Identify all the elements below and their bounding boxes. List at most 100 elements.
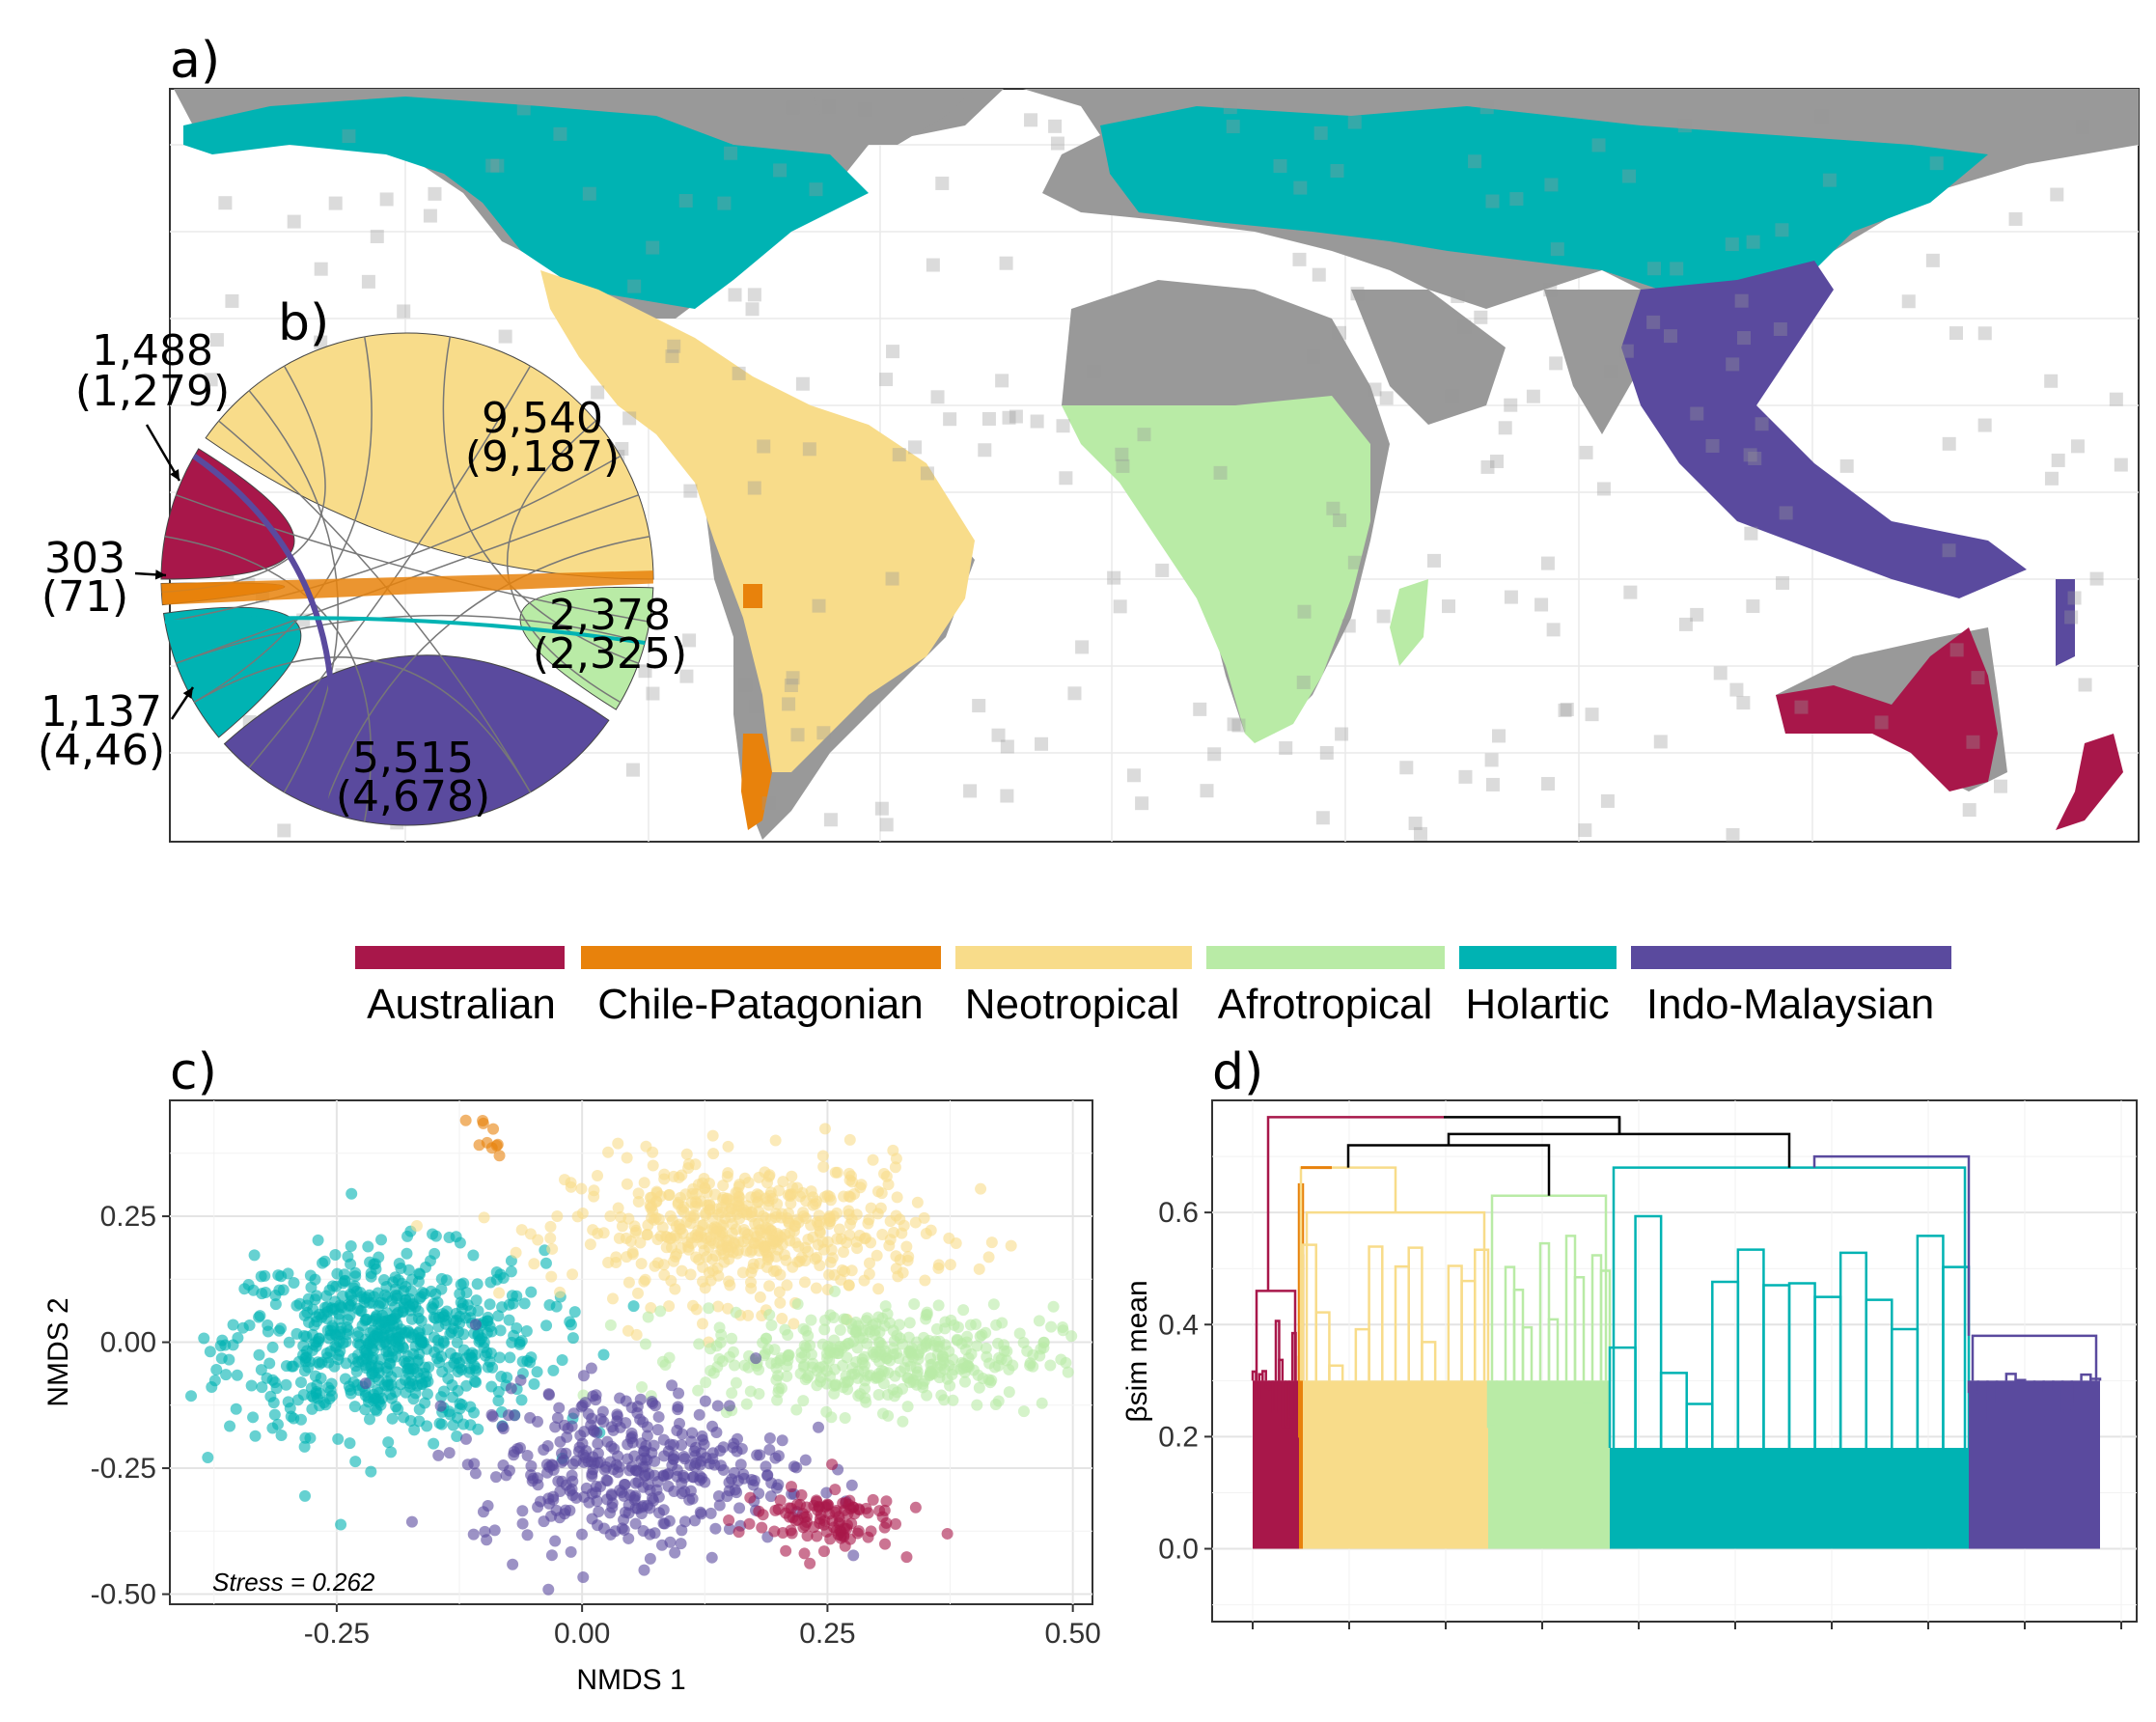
point-holartic (345, 1239, 357, 1252)
point-holartic (481, 1326, 493, 1339)
point-neotropical (710, 1222, 723, 1235)
point-neotropical (639, 1273, 651, 1286)
map-cell (761, 796, 776, 811)
point-holartic (318, 1397, 330, 1409)
map-cell (665, 349, 679, 364)
point-neotropical (741, 1200, 754, 1212)
point-indo-malaysian (507, 1558, 519, 1570)
point-indo-malaysian (561, 1430, 573, 1443)
point-holartic (492, 1310, 505, 1322)
map-cell (1962, 803, 1976, 818)
point-indo-malaysian (567, 1489, 579, 1502)
map-cell (1549, 356, 1563, 371)
point-afrotropical (711, 1361, 724, 1374)
point-holartic (312, 1356, 324, 1369)
point-neotropical (493, 1287, 506, 1299)
point-afrotropical (726, 1387, 738, 1400)
map-cell (1874, 715, 1889, 730)
chord-total-neotropical: 9,540 (482, 394, 603, 443)
point-indo-malaysian (459, 1432, 472, 1445)
point-neotropical (788, 1318, 800, 1330)
point-neotropical (919, 1274, 931, 1287)
map-cell (1059, 471, 1073, 486)
point-holartic (515, 1394, 528, 1406)
map-cell (2044, 374, 2059, 388)
new-zealand-australian (2056, 734, 2123, 830)
map-cell (1585, 708, 1599, 722)
point-australian (817, 1545, 830, 1558)
point-neotropical (765, 1228, 778, 1240)
point-holartic (283, 1336, 295, 1348)
point-neotropical (546, 1242, 559, 1255)
point-indo-malaysian (676, 1428, 688, 1440)
point-afrotropical (939, 1322, 952, 1335)
point-indo-malaysian (443, 1447, 456, 1459)
point-neotropical (776, 1208, 788, 1220)
point-holartic (460, 1379, 473, 1392)
point-indo-malaysian (488, 1524, 501, 1537)
point-indo-malaysian (565, 1545, 577, 1558)
point-afrotropical (988, 1361, 1001, 1374)
point-afrotropical (770, 1374, 783, 1386)
map-cell (745, 302, 760, 317)
map-cell (1677, 119, 1692, 133)
point-holartic (344, 1309, 356, 1321)
point-indo-malaysian (619, 1478, 631, 1490)
point-holartic (231, 1369, 243, 1381)
holartic-na (183, 97, 869, 309)
point-neotropical (781, 1279, 793, 1292)
map-cell (1126, 768, 1141, 783)
point-neotropical (629, 1226, 642, 1238)
y-tick-label: 0.25 (100, 1201, 156, 1233)
point-indo-malaysian (705, 1507, 717, 1519)
point-holartic (627, 1300, 640, 1313)
point-neotropical (841, 1236, 853, 1249)
point-afrotropical (693, 1338, 705, 1350)
chord-link-chile (161, 570, 653, 605)
map-cell (204, 373, 218, 387)
point-afrotropical (820, 1377, 833, 1390)
point-indo-malaysian (605, 1488, 618, 1501)
point-neotropical (712, 1300, 725, 1313)
map-cell (1690, 406, 1704, 421)
branch-neotropical (1421, 1341, 1437, 1381)
point-holartic (343, 1298, 355, 1311)
point-afrotropical (884, 1354, 897, 1367)
point-afrotropical (932, 1299, 945, 1312)
map-cell (2070, 439, 2085, 454)
point-holartic (339, 1373, 351, 1385)
point-neotropical (669, 1283, 681, 1295)
map-cell (1315, 811, 1330, 825)
point-australian (791, 1514, 804, 1526)
chord-endemic-holartic: (4,46) (38, 726, 165, 775)
point-indo-malaysian (813, 1421, 825, 1433)
point-australian (880, 1516, 893, 1529)
point-indo-malaysian (577, 1449, 590, 1461)
point-afrotropical (893, 1319, 905, 1331)
point-neotropical (663, 1300, 676, 1313)
map-cell (218, 196, 233, 210)
point-holartic (547, 1364, 560, 1376)
point-afrotropical (947, 1394, 959, 1406)
point-neotropical (810, 1198, 822, 1210)
point-indo-malaysian (516, 1517, 529, 1530)
point-indo-malaysian (405, 1515, 418, 1528)
map-cell (908, 440, 923, 455)
point-neotropical (597, 1227, 610, 1239)
point-neotropical (692, 1179, 705, 1191)
map-cell (1413, 826, 1427, 841)
point-holartic (249, 1430, 262, 1442)
map-cell (1993, 779, 2007, 793)
point-chile-patagonian (493, 1150, 506, 1162)
point-australian (780, 1544, 792, 1557)
point-indo-malaysian (676, 1439, 688, 1452)
point-neotropical (814, 1215, 826, 1228)
point-holartic (401, 1247, 413, 1260)
point-holartic (266, 1341, 279, 1353)
point-indo-malaysian (657, 1504, 670, 1516)
cluster-branch-holartic (1612, 1166, 1967, 1448)
point-indo-malaysian (577, 1570, 590, 1583)
point-neotropical (798, 1276, 811, 1289)
point-afrotropical (920, 1338, 932, 1350)
